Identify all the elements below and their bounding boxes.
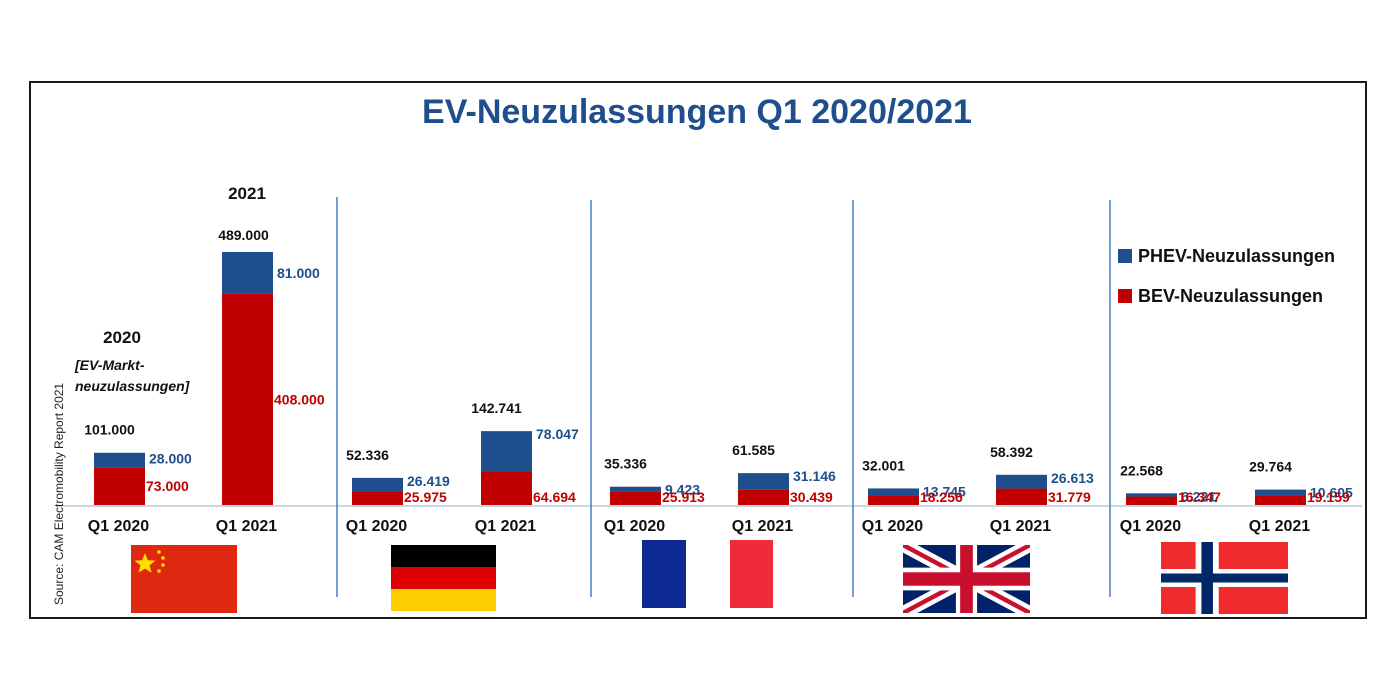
bev-bar-segment bbox=[352, 491, 403, 505]
bev-value-label: 19.159 bbox=[1307, 489, 1350, 505]
bev-bar-segment bbox=[738, 489, 789, 505]
category-label: Q1 2020 bbox=[604, 518, 665, 535]
bev-bar-segment bbox=[996, 488, 1047, 505]
market-note-line2: neuzulassungen] bbox=[75, 378, 191, 394]
phev-bar-segment bbox=[868, 488, 919, 496]
phev-value-label: 31.146 bbox=[793, 468, 836, 484]
category-label: Q1 2021 bbox=[1249, 518, 1310, 535]
norway-flag bbox=[1161, 542, 1288, 614]
category-label: Q1 2020 bbox=[346, 518, 407, 535]
germany-flag bbox=[391, 545, 496, 611]
chart-title: EV-Neuzulassungen Q1 2020/2021 bbox=[422, 93, 972, 131]
china-flag bbox=[131, 545, 237, 613]
legend-swatch-bev bbox=[1118, 289, 1132, 303]
year-label-2021: 2021 bbox=[228, 184, 266, 203]
legend-label-phev: PHEV-Neuzulassungen bbox=[1138, 246, 1335, 266]
bev-value-label: 31.779 bbox=[1048, 489, 1091, 505]
phev-bar-segment bbox=[1126, 493, 1177, 497]
category-label: Q1 2020 bbox=[88, 518, 149, 535]
source-note: Source: CAM Electromobility Report 2021 bbox=[52, 383, 66, 605]
china-flag-stars-icon bbox=[134, 550, 165, 573]
bev-bar-segment bbox=[610, 491, 661, 505]
phev-bar-segment bbox=[610, 486, 661, 492]
bev-value-label: 16.347 bbox=[1178, 489, 1221, 505]
phev-value-label: 13.745 bbox=[923, 483, 966, 499]
france-flag bbox=[642, 540, 773, 608]
category-label: Q1 2021 bbox=[216, 518, 277, 535]
bev-bar-segment bbox=[222, 293, 273, 505]
phev-bar-segment bbox=[352, 477, 403, 492]
phev-bar-segment bbox=[481, 431, 532, 472]
phev-bar-segment bbox=[738, 473, 789, 490]
bev-bar-segment bbox=[1126, 496, 1177, 505]
phev-value-label: 9.423 bbox=[665, 482, 700, 498]
phev-value-label: 81.000 bbox=[277, 265, 320, 281]
bev-bar-segment bbox=[481, 471, 532, 505]
phev-value-label: 6.221 bbox=[1181, 488, 1216, 504]
total-value-label: 32.001 bbox=[862, 457, 905, 473]
uk-flag bbox=[900, 538, 1033, 620]
category-label: Q1 2020 bbox=[862, 518, 923, 535]
bev-bar-segment bbox=[868, 495, 919, 505]
category-label: Q1 2021 bbox=[475, 518, 536, 535]
total-value-label: 58.392 bbox=[990, 444, 1033, 460]
legend-label-bev: BEV-Neuzulassungen bbox=[1138, 286, 1323, 306]
total-value-label: 29.764 bbox=[1249, 459, 1292, 475]
phev-value-label: 78.047 bbox=[536, 426, 579, 442]
bev-bar-segment bbox=[1255, 495, 1306, 505]
bev-value-label: 408.000 bbox=[274, 391, 325, 407]
phev-bar-segment bbox=[222, 252, 273, 294]
category-label: Q1 2021 bbox=[732, 518, 793, 535]
phev-bar-segment bbox=[94, 452, 145, 468]
total-value-label: 489.000 bbox=[218, 227, 269, 243]
market-note-line1: [EV-Markt- bbox=[74, 357, 145, 373]
bev-value-label: 64.694 bbox=[533, 489, 576, 505]
total-value-label: 35.336 bbox=[604, 456, 647, 472]
phev-value-label: 10.605 bbox=[1310, 485, 1353, 501]
total-value-label: 22.568 bbox=[1120, 462, 1163, 478]
legend-swatch-phev bbox=[1118, 249, 1132, 263]
phev-value-label: 28.000 bbox=[149, 451, 192, 467]
category-label: Q1 2020 bbox=[1120, 518, 1181, 535]
bev-value-label: 25.975 bbox=[404, 489, 447, 505]
category-label: Q1 2021 bbox=[990, 518, 1051, 535]
bev-value-label: 18.256 bbox=[920, 489, 963, 505]
year-label-2020: 2020 bbox=[103, 328, 141, 347]
bev-value-label: 73.000 bbox=[146, 478, 189, 494]
phev-bar-segment bbox=[996, 474, 1047, 489]
bev-value-label: 30.439 bbox=[790, 489, 833, 505]
total-value-label: 52.336 bbox=[346, 447, 389, 463]
phev-value-label: 26.613 bbox=[1051, 470, 1094, 486]
phev-bar-segment bbox=[1255, 489, 1306, 496]
bev-value-label: 25.913 bbox=[662, 489, 705, 505]
bev-bar-segment bbox=[94, 467, 145, 505]
total-value-label: 142.741 bbox=[471, 400, 522, 416]
total-value-label: 61.585 bbox=[732, 442, 775, 458]
total-value-label: 101.000 bbox=[84, 422, 135, 438]
phev-value-label: 26.419 bbox=[407, 473, 450, 489]
